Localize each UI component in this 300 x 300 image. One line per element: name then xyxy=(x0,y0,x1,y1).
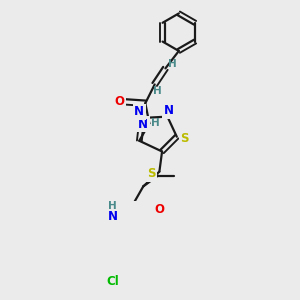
Text: H: H xyxy=(151,118,160,128)
Text: N: N xyxy=(134,105,144,119)
Text: S: S xyxy=(180,132,188,145)
Text: S: S xyxy=(147,167,156,180)
Text: H: H xyxy=(153,86,162,96)
Text: H: H xyxy=(168,59,177,69)
Text: O: O xyxy=(154,203,164,216)
Text: N: N xyxy=(107,210,118,223)
Text: O: O xyxy=(114,95,124,108)
Text: N: N xyxy=(164,104,174,117)
Text: N: N xyxy=(138,118,148,130)
Text: H: H xyxy=(108,202,117,212)
Text: Cl: Cl xyxy=(106,275,119,288)
